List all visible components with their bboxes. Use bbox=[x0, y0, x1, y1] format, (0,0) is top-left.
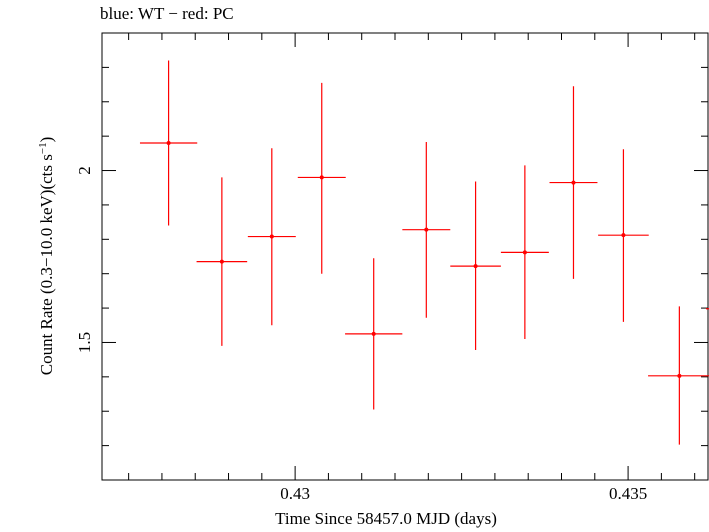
y-axis-title-main: Count Rate (0.3−10.0 keV)(cts s bbox=[37, 154, 56, 375]
data-point bbox=[648, 306, 709, 445]
point-marker bbox=[621, 233, 626, 238]
y-axis-title-superscript: −1 bbox=[37, 142, 49, 154]
data-point bbox=[196, 177, 248, 346]
point-marker bbox=[269, 234, 274, 239]
point-marker bbox=[473, 264, 478, 269]
y-axis-title-close: ) bbox=[37, 137, 56, 143]
data-point bbox=[139, 60, 198, 226]
data-point bbox=[500, 165, 549, 340]
data-point bbox=[345, 258, 403, 410]
y-axis-title: Count Rate (0.3−10.0 keV)(cts s−1) bbox=[37, 137, 56, 376]
data-point bbox=[297, 82, 346, 274]
point-marker bbox=[219, 259, 224, 264]
data-point bbox=[549, 86, 598, 279]
axis-tick-labels: 0.43 0.435 1.5 2 bbox=[75, 166, 647, 503]
y-tick-label: 1.5 bbox=[75, 332, 94, 353]
y-tick-label: 2 bbox=[75, 166, 94, 175]
point-marker bbox=[166, 141, 171, 146]
point-marker bbox=[319, 175, 324, 180]
x-axis-title: Time Since 58457.0 MJD (days) bbox=[275, 509, 497, 528]
point-marker bbox=[677, 373, 682, 378]
x-tick-label: 0.43 bbox=[280, 484, 310, 503]
data-point bbox=[450, 181, 501, 351]
data-points bbox=[139, 60, 709, 445]
point-marker bbox=[424, 227, 429, 232]
point-marker bbox=[522, 250, 527, 255]
plot-frame bbox=[101, 32, 709, 481]
axis-ticks bbox=[102, 32, 708, 481]
data-point bbox=[598, 149, 649, 322]
chart-title: blue: WT − red: PC bbox=[100, 4, 234, 23]
data-point bbox=[247, 148, 296, 326]
point-marker bbox=[371, 331, 376, 336]
x-tick-label: 0.435 bbox=[609, 484, 647, 503]
data-point bbox=[402, 141, 451, 318]
point-marker bbox=[571, 180, 576, 185]
